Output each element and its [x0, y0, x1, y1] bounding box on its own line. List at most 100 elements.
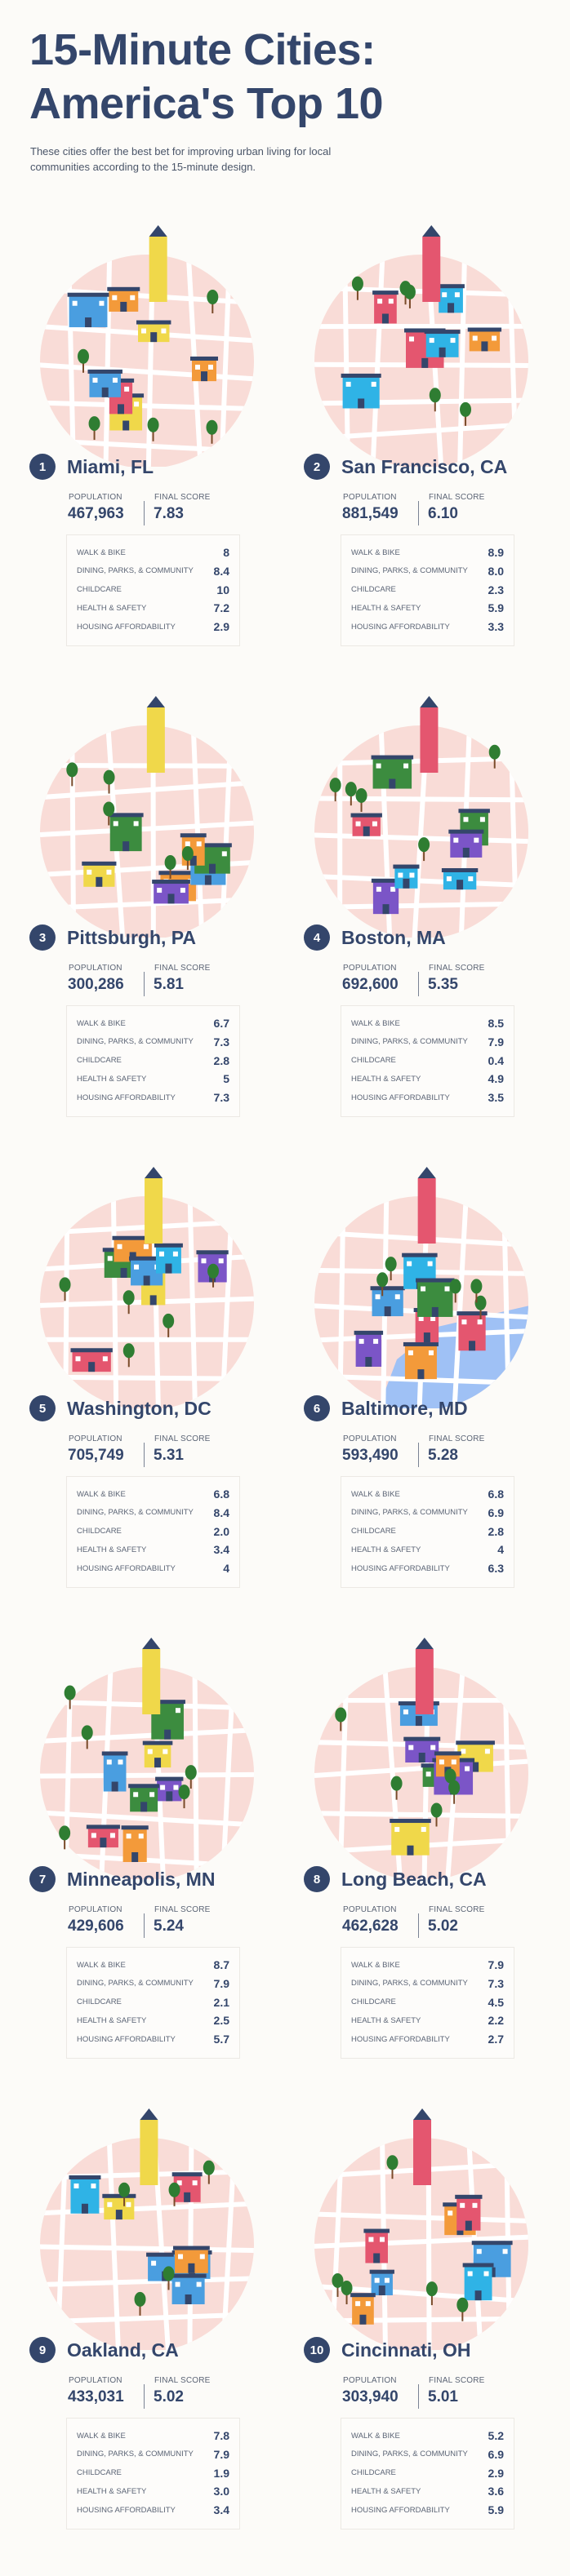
category-label: HOUSING AFFORDABILITY [77, 1564, 176, 1573]
category-score: 5.9 [488, 601, 504, 614]
final-score-value: 5.24 [154, 1918, 184, 1935]
population-label: POPULATION [343, 1434, 397, 1443]
stat-divider [144, 2384, 145, 2409]
category-score: 5.7 [214, 2033, 229, 2046]
population-value: 433,031 [68, 2388, 124, 2406]
category-label: HOUSING AFFORDABILITY [351, 1093, 450, 1102]
population-value: 705,749 [68, 1447, 124, 1465]
category-label: HEALTH & SAFETY [351, 2487, 421, 2496]
building-icon [82, 862, 116, 887]
category-score: 7.9 [214, 2448, 229, 2461]
landmark-tower-icon [147, 696, 165, 773]
page-subtitle: These cities offer the best bet for impr… [30, 144, 341, 175]
category-score: 2.1 [214, 1996, 229, 2009]
category-label: HOUSING AFFORDABILITY [77, 2035, 176, 2044]
final-score-value: 5.02 [154, 2388, 184, 2406]
final-score-label: FINAL SCORE [154, 1905, 211, 1914]
category-label: DINING, PARKS, & COMMUNITY [351, 1037, 468, 1046]
rank-badge: 6 [304, 1395, 330, 1421]
building-icon [341, 374, 381, 409]
category-score: 2.8 [488, 1525, 504, 1538]
category-score: 7.9 [488, 1035, 504, 1049]
category-label: WALK & BIKE [77, 2432, 126, 2441]
population-value: 303,940 [342, 2388, 399, 2406]
category-score: 8.0 [488, 565, 504, 578]
category-score: 7.3 [488, 1977, 504, 1990]
category-score: 5 [223, 1072, 229, 1085]
building-icon [107, 287, 140, 312]
category-label: CHILDCARE [77, 1527, 122, 1536]
score-row: DINING, PARKS, & COMMUNITY 7.9 [351, 1034, 504, 1050]
rank-badge: 4 [304, 924, 330, 951]
final-score-label: FINAL SCORE [154, 2376, 211, 2385]
population-label: POPULATION [69, 1905, 122, 1914]
building-icon [372, 290, 399, 323]
city-map-illustration [0, 2105, 269, 2350]
category-score: 2.0 [214, 1525, 229, 1538]
population-label: POPULATION [343, 493, 397, 502]
building-icon [190, 357, 218, 381]
rank-badge: 8 [304, 1866, 330, 1892]
city-map-illustration [274, 1164, 544, 1408]
title-line-2: America's Top 10 [29, 79, 383, 128]
landmark-tower-icon [422, 225, 440, 302]
building-icon [372, 756, 414, 789]
building-icon [354, 1331, 383, 1367]
category-score: 2.8 [214, 1054, 229, 1067]
building-icon [351, 814, 382, 836]
population-label: POPULATION [343, 2376, 397, 2385]
rank-badge: 9 [29, 2337, 56, 2363]
category-score: 6.8 [214, 1488, 229, 1501]
category-label: HEALTH & SAFETY [351, 1075, 421, 1084]
rank-badge: 10 [304, 2337, 330, 2363]
category-label: WALK & BIKE [351, 548, 400, 557]
building-icon [87, 370, 122, 397]
building-icon [102, 2194, 136, 2219]
category-score: 7.3 [214, 1035, 229, 1049]
final-score-label: FINAL SCORE [429, 493, 485, 502]
city-name: Oakland, CA [67, 2338, 179, 2362]
final-score-value: 5.28 [428, 1447, 458, 1465]
category-score: 7.3 [214, 1091, 229, 1104]
city-map-illustration [0, 222, 269, 467]
category-label: CHILDCARE [351, 1997, 396, 2006]
category-label: DINING, PARKS, & COMMUNITY [351, 2450, 468, 2459]
category-label: HOUSING AFFORDABILITY [77, 623, 176, 632]
city-name: Boston, MA [341, 925, 446, 950]
category-label: HEALTH & SAFETY [351, 1545, 421, 1554]
final-score-label: FINAL SCORE [429, 964, 485, 973]
city-name: San Francisco, CA [341, 454, 507, 479]
building-icon [122, 1825, 149, 1862]
stat-divider [418, 501, 419, 525]
population-value: 429,606 [68, 1918, 124, 1935]
category-score: 4.9 [488, 1072, 504, 1085]
category-score: 6.9 [488, 2448, 504, 2461]
city-map-illustration [0, 1634, 269, 1879]
category-score: 6.7 [214, 1017, 229, 1030]
